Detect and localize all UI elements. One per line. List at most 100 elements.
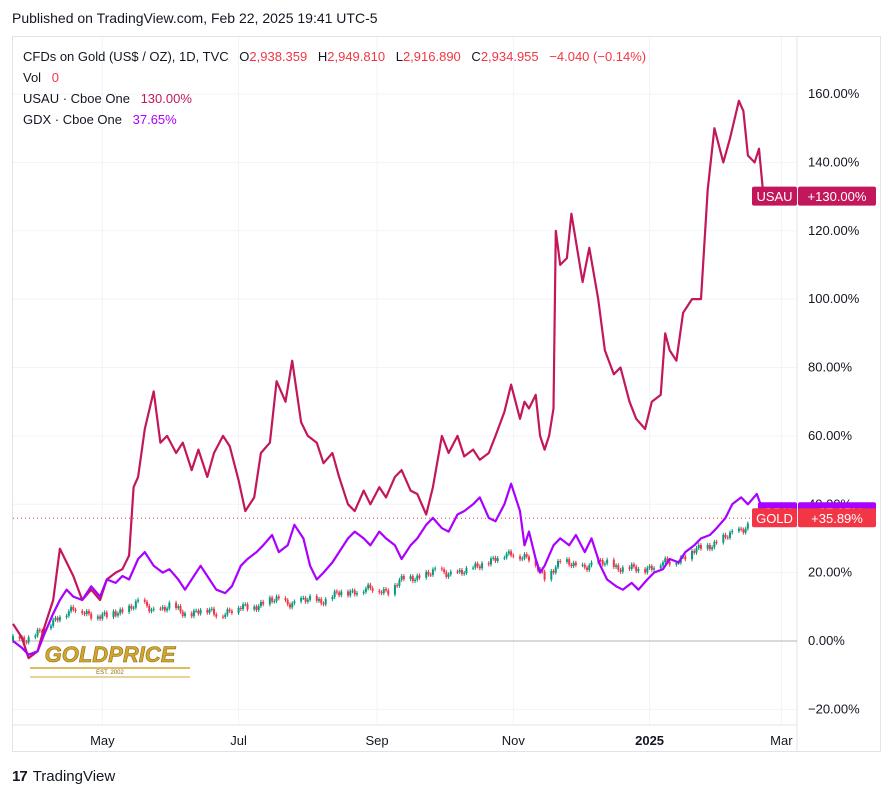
x-tick-label: Jul (230, 733, 247, 748)
gold-candle-body (181, 611, 184, 616)
gold-candle-body (304, 597, 307, 602)
legend-usau-value: 130.00% (140, 91, 192, 106)
legend-usau-row[interactable]: USAU · Cboe One 130.00% (23, 88, 646, 109)
gold-candle-body (291, 603, 294, 608)
gold-candle-body (239, 607, 242, 609)
gold-candle-body (612, 559, 615, 567)
legend-gdx-value: 37.65% (132, 112, 177, 127)
gold-candle-body (347, 591, 350, 596)
gold-candle-body (300, 597, 303, 602)
footer[interactable]: 17 TradingView (12, 768, 115, 785)
legend-gdx-label: GDX · Cboe One (23, 112, 122, 127)
gold-candle-body (175, 602, 178, 609)
badge-name-text: GOLD (756, 511, 793, 526)
gold-candle-body (192, 610, 195, 617)
gold-candle-body (54, 617, 57, 620)
gold-candle-body (554, 567, 557, 573)
gold-candle-body (478, 566, 481, 569)
gold-candle-body (168, 602, 171, 609)
gold-candle-body (523, 554, 526, 559)
gold-candle-body (731, 531, 734, 533)
gold-candle-body (481, 563, 484, 569)
gold-candle-body (697, 544, 700, 549)
gold-candle-body (315, 595, 318, 601)
legend-gdx-row[interactable]: GDX · Cboe One 37.65% (23, 109, 646, 130)
gold-candle-body (271, 597, 274, 602)
gold-candle-body (119, 609, 122, 614)
gold-candle-body (472, 567, 475, 569)
legend-usau-label: USAU · Cboe One (23, 91, 130, 106)
legend-main-row[interactable]: CFDs on Gold (US$ / OZ), 1D, TVC O2,938.… (23, 46, 646, 67)
gold-candle-body (128, 605, 131, 612)
gold-candle-body (349, 591, 352, 596)
gold-candle-body (519, 556, 522, 560)
gold-candle-body (121, 609, 124, 612)
gold-candle-body (293, 601, 296, 604)
gold-candle-body (411, 576, 414, 582)
legend-vol-row[interactable]: Vol 0 (23, 67, 646, 88)
gold-candle-body (244, 604, 247, 606)
gold-candle-body (574, 562, 577, 566)
gold-candle-body (179, 606, 182, 612)
gold-candle-body (668, 561, 671, 565)
gold-candle-body (650, 566, 653, 570)
badge-name-text: USAU (756, 189, 792, 204)
gold-candle-body (114, 611, 117, 616)
gold-candle-body (340, 591, 343, 596)
gold-candle-body (65, 615, 68, 618)
gold-candle-body (525, 554, 528, 557)
y-tick-label: 20.00% (808, 565, 853, 580)
gold-candle-body (601, 560, 604, 565)
legend-low-value: 2,916.890 (402, 49, 461, 64)
gold-candle-body (253, 606, 256, 610)
gold-candle-body (137, 599, 140, 602)
gold-candle-body (476, 563, 479, 567)
gold-candle-body (543, 571, 546, 580)
gold-candle-body (606, 559, 609, 564)
gold-candle-body (74, 609, 77, 612)
badge-value-usau (798, 186, 876, 206)
legend-close-value: 2,934.955 (480, 49, 539, 64)
gold-candle-body (18, 636, 21, 639)
gold-candle-body (215, 614, 218, 617)
gold-candle-body (85, 610, 88, 615)
gold-candle-body (630, 564, 633, 569)
gold-candle-body (661, 562, 664, 566)
gold-candle-body (320, 599, 323, 604)
gold-candle-body (228, 609, 231, 611)
gold-candle-body (398, 579, 401, 586)
gold-candle-body (568, 559, 571, 565)
gold-candle-body (58, 617, 61, 621)
gold-candle-body (691, 550, 694, 560)
gold-candle-body (572, 562, 575, 567)
gold-candle-body (277, 596, 280, 599)
gold-candle-body (534, 560, 537, 566)
tradingview-logo-icon: 17 (12, 768, 28, 785)
x-tick-label: May (90, 733, 115, 748)
gold-candle-body (742, 529, 745, 533)
gold-candle-body (36, 629, 39, 636)
gold-candle-body (83, 613, 86, 615)
gold-candle-body (226, 609, 229, 615)
gold-candle-body (351, 590, 354, 592)
gold-candle-body (161, 607, 164, 609)
gold-candle-body (259, 601, 262, 607)
y-tick-label: 160.00% (808, 86, 860, 101)
gold-candle-body (195, 610, 198, 612)
gold-candle-body (70, 606, 73, 612)
gold-candle-body (632, 564, 635, 567)
gold-candle-body (12, 636, 14, 641)
gold-candle-body (364, 588, 367, 592)
x-tick-label: Mar (770, 733, 793, 748)
gold-candle-body (603, 563, 606, 565)
badge-value-text: +130.00% (808, 189, 867, 204)
gold-candle-body (221, 616, 224, 618)
gold-candle-body (87, 610, 90, 614)
gold-candle-body (143, 599, 146, 602)
gold-candle-body (371, 588, 374, 591)
badge-name-gold (752, 508, 797, 528)
gold-candle-body (460, 570, 463, 574)
goldprice-watermark-logo: GOLDPRICE (45, 642, 177, 667)
gold-candle-body (286, 600, 289, 605)
